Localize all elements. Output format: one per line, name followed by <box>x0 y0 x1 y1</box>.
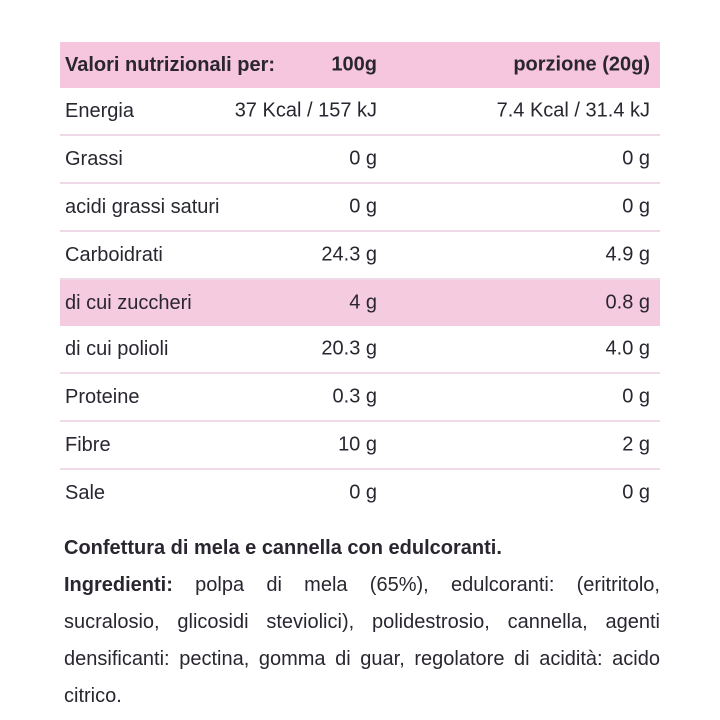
per-100g-value: 20.3 g <box>321 337 377 360</box>
table-row: acidi grassi saturi 0 g 0 g <box>60 184 660 232</box>
per-100g-value: 24.3 g <box>321 243 377 266</box>
nutrient-label: Energia <box>65 99 134 122</box>
per-100g-value: 0.3 g <box>332 385 377 408</box>
nutrient-label: Carboidrati <box>65 243 163 266</box>
ingredients-paragraph: Ingredienti: polpa di mela (65%), edulco… <box>64 567 660 715</box>
per-portion-value: 0 g <box>622 147 650 170</box>
product-description: Confettura di mela e cannella con edulco… <box>64 530 660 715</box>
per-100g-value: 0 g <box>349 147 377 170</box>
nutrient-label: acidi grassi saturi <box>65 195 220 218</box>
table-header-row: Valori nutrizionali per: 100g porzione (… <box>60 42 660 88</box>
table-row: Sale 0 g 0 g <box>60 470 660 516</box>
nutrition-table: Valori nutrizionali per: 100g porzione (… <box>60 42 660 516</box>
table-row: di cui zuccheri 4 g 0.8 g <box>60 280 660 326</box>
table-row: di cui polioli 20.3 g 4.0 g <box>60 326 660 374</box>
table-row: Grassi 0 g 0 g <box>60 136 660 184</box>
per-100g-value: 0 g <box>349 195 377 218</box>
per-100g-value: 0 g <box>349 481 377 504</box>
per-portion-value: 4.9 g <box>605 243 650 266</box>
nutrient-label: Proteine <box>65 385 140 408</box>
table-row: Carboidrati 24.3 g 4.9 g <box>60 232 660 280</box>
per-100g-value: 4 g <box>349 291 377 314</box>
per-portion-value: 0 g <box>622 385 650 408</box>
table-row: Proteine 0.3 g 0 g <box>60 374 660 422</box>
product-name: Confettura di mela e cannella con edulco… <box>64 537 502 559</box>
per-portion-value: 0 g <box>622 195 650 218</box>
table-row: Energia 37 Kcal / 157 kJ 7.4 Kcal / 31.4… <box>60 88 660 136</box>
header-col-100g: 100g <box>331 53 377 76</box>
header-col-portion: porzione (20g) <box>513 53 650 76</box>
per-portion-value: 0 g <box>622 481 650 504</box>
nutrient-label: di cui polioli <box>65 337 169 360</box>
per-portion-value: 4.0 g <box>605 337 650 360</box>
per-100g-value: 10 g <box>338 433 377 456</box>
ingredients-label: Ingredienti: <box>64 574 173 596</box>
per-portion-value: 2 g <box>622 433 650 456</box>
ingredients-text: polpa di mela (65%), edulcoranti: (eritr… <box>64 574 660 707</box>
nutrient-label: Sale <box>65 481 106 504</box>
nutrient-label: di cui zuccheri <box>65 291 192 314</box>
per-portion-value: 7.4 Kcal / 31.4 kJ <box>496 99 650 122</box>
nutrient-label: Fibre <box>65 433 111 456</box>
per-100g-value: 37 Kcal / 157 kJ <box>234 99 377 122</box>
table-row: Fibre 10 g 2 g <box>60 422 660 470</box>
nutrient-label: Grassi <box>65 147 123 170</box>
per-portion-value: 0.8 g <box>605 291 650 314</box>
header-col-title: Valori nutrizionali per: <box>65 53 276 76</box>
